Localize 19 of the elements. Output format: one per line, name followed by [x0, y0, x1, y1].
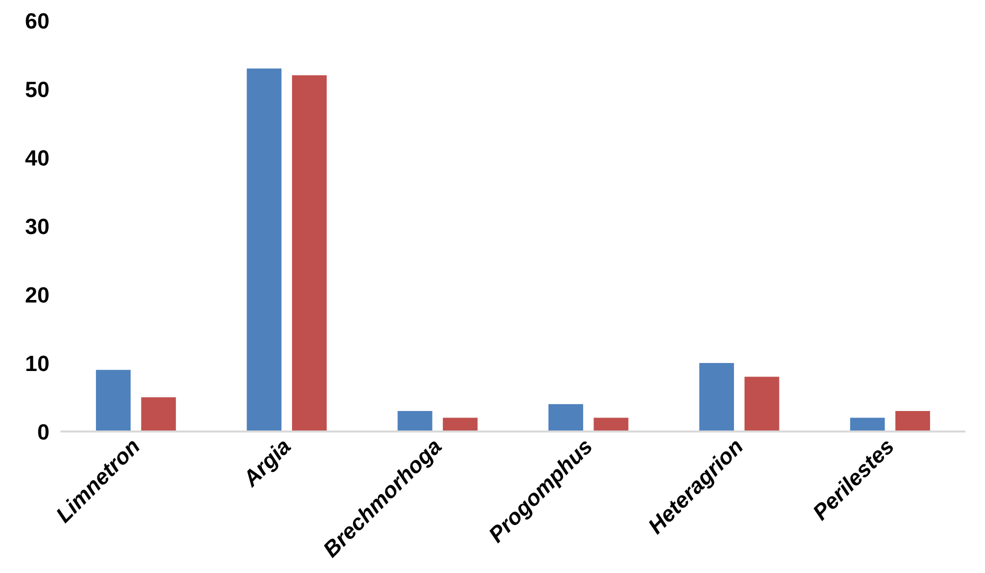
y-tick-label: 30 [25, 214, 50, 239]
bar [594, 418, 628, 432]
bar [246, 68, 282, 432]
bar [141, 397, 176, 432]
bar [442, 418, 478, 432]
bar [292, 75, 327, 432]
bar [548, 404, 584, 432]
bar [850, 418, 885, 432]
y-tick-label: 40 [25, 146, 50, 170]
y-tick-label: 20 [25, 282, 50, 308]
y-tick-label: 10 [25, 351, 50, 376]
y-tick-label: 60 [25, 8, 50, 34]
bar [895, 410, 930, 432]
y-tick-label: 0 [37, 420, 50, 444]
bar [398, 410, 432, 432]
y-tick-label: 50 [25, 77, 50, 102]
bar [96, 370, 131, 432]
bar [744, 376, 780, 432]
bar [699, 363, 734, 432]
